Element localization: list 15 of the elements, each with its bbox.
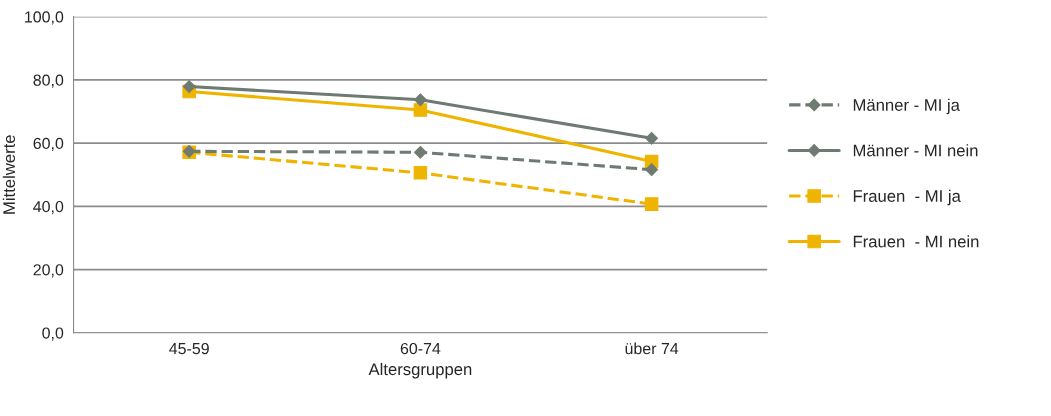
y-tick-label: 20,0 xyxy=(33,264,64,278)
y-tick-label: 60,0 xyxy=(33,137,64,151)
y-tick-label: 80,0 xyxy=(33,74,64,88)
x-tick-label: über 74 xyxy=(625,342,679,355)
x-tick-label: 60-74 xyxy=(400,342,441,355)
y-tick-label: 0,0 xyxy=(42,327,64,341)
legend-label: Männer - MI nein xyxy=(853,144,978,157)
legend-label: Männer - MI ja xyxy=(853,98,960,115)
y-tick-label: 100,0 xyxy=(25,11,64,25)
legend-label: Frauen - MI ja xyxy=(853,189,961,206)
y-axis-title: Mittelwerte xyxy=(2,135,16,214)
x-axis-title: Altersgruppen xyxy=(368,362,472,379)
legend-label: Frauen - MI nein xyxy=(853,235,979,248)
x-tick-label: 45-59 xyxy=(169,342,209,355)
y-tick-label: 40,0 xyxy=(33,200,64,215)
